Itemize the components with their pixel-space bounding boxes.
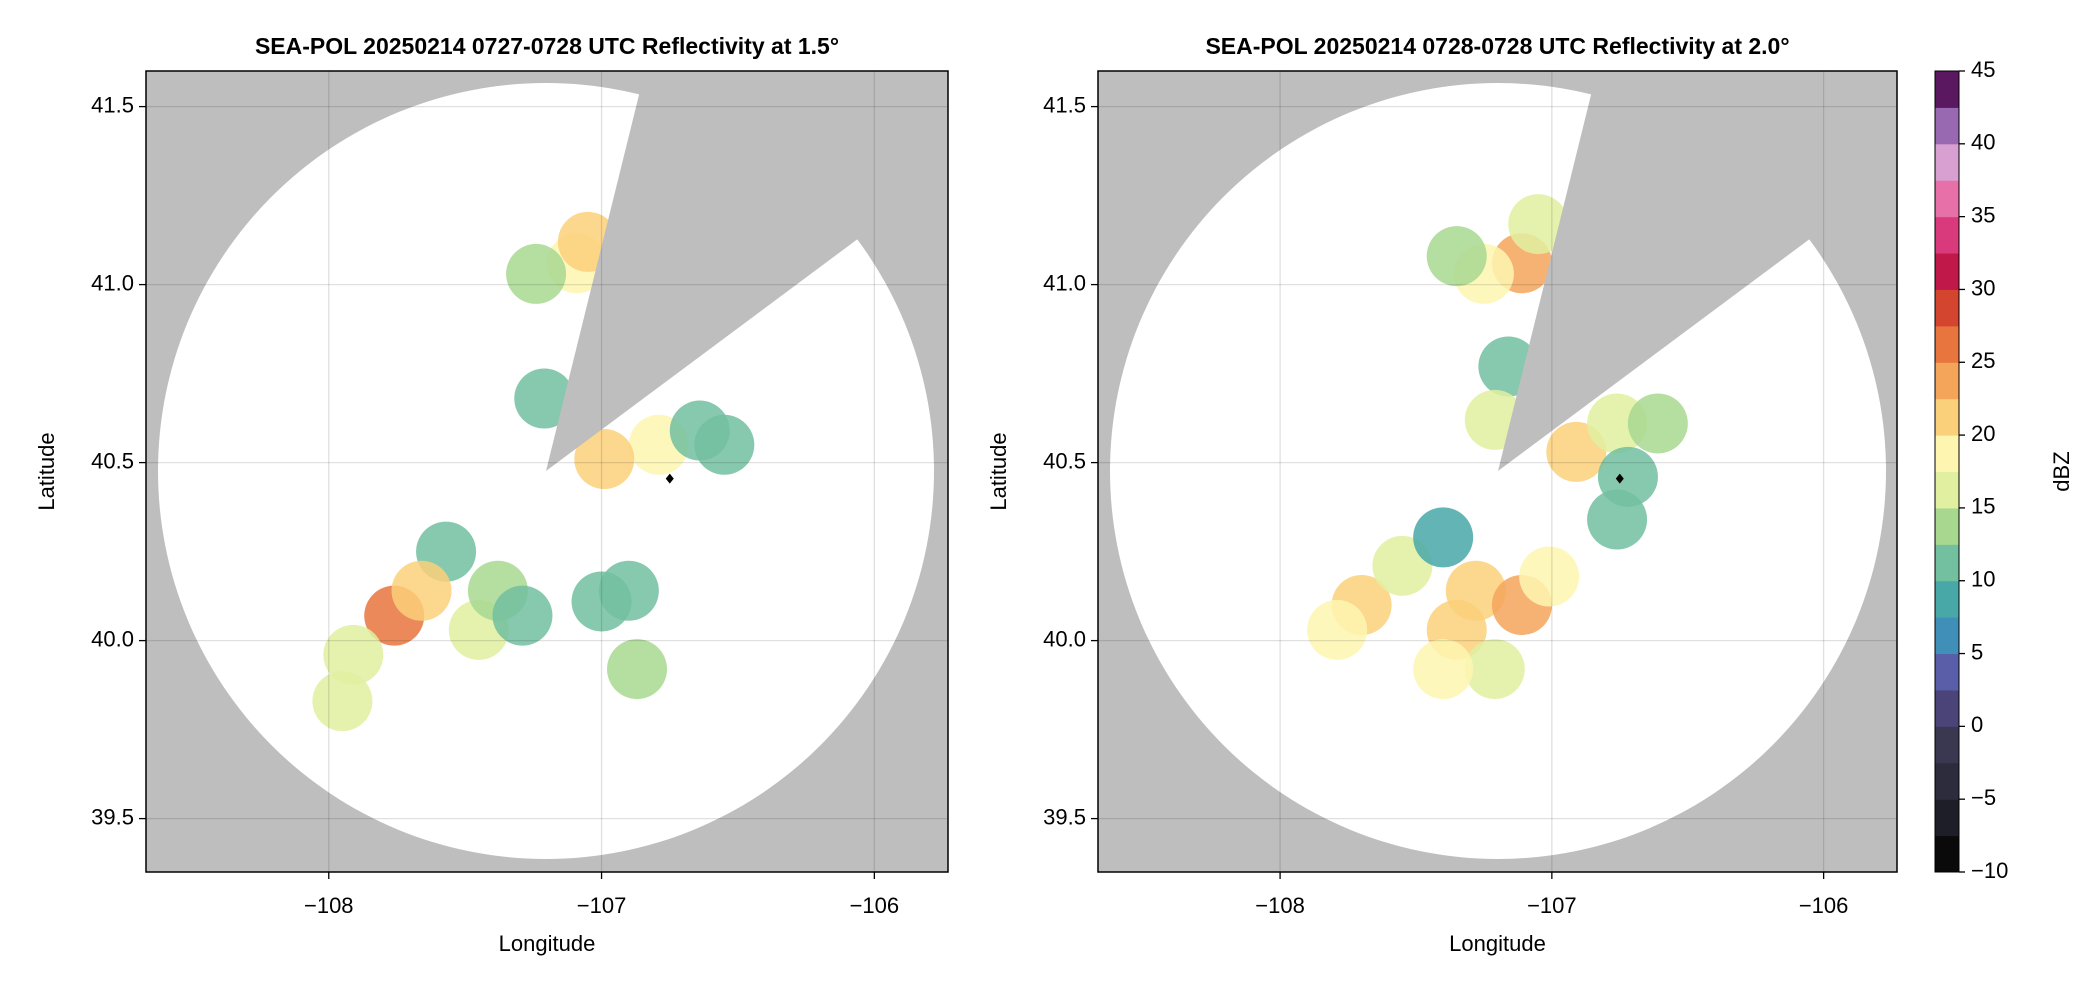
site-marker [1615,473,1624,484]
echo [1587,489,1648,550]
chart-title: SEA-POL 20250214 0727-0728 UTC Reflectiv… [255,33,839,59]
echo [312,671,373,732]
colorbar-tick-label: 5 [1971,639,1983,664]
colorbar-tick-label: −10 [1971,858,2008,883]
echo [1445,560,1506,621]
echo [1519,546,1580,607]
echo [1413,507,1474,568]
colorbar-bin [1935,544,1959,582]
plot-area [146,71,948,872]
echo [391,560,452,621]
axes-frame [145,70,949,873]
x-tick-label: −107 [1527,893,1577,918]
colorbar-bin [1935,253,1959,290]
colorbar-bin [1935,726,1959,764]
plot-area [1098,71,1897,872]
echo [506,243,567,304]
y-tick-label: 41.5 [1043,92,1086,117]
colorbar-bin [1935,107,1959,145]
colorbar-bin [1935,435,1959,472]
colorbar-bin [1935,799,1959,837]
colorbar-tick-label: 40 [1971,130,1995,155]
colorbar-tick-label: 0 [1971,712,1983,737]
y-tick-label: 40.0 [91,626,134,651]
x-tick-label: −106 [1799,893,1849,918]
echo [1426,226,1487,287]
echo [574,429,635,490]
echo [514,368,575,429]
echo [323,624,384,685]
echo [1307,599,1368,660]
colorbar-tick-label: 15 [1971,494,1995,519]
blocked-sector [1498,71,1897,471]
colorbar-bin [1935,471,1959,509]
y-axis-label: Latitude [986,432,1011,510]
colorbar-bin [1935,180,1959,218]
y-tick-label: 41.0 [1043,270,1086,295]
x-axis-label: Longitude [1449,931,1546,956]
colorbar-bin [1935,617,1959,655]
colorbar-bin [1935,216,1959,254]
blocked-sector [546,71,948,471]
colorbar-bin [1935,580,1959,618]
echo [492,585,553,646]
echo [1508,194,1569,255]
colorbar-bin [1935,835,1959,873]
colorbar-bin [1935,507,1959,545]
colorbar-tick-label: 35 [1971,202,1995,227]
colorbar-tick-label: 10 [1971,567,1995,592]
colorbar-tick-label: 45 [1971,57,1995,82]
y-tick-label: 40.5 [91,448,134,473]
site-marker [665,473,674,484]
y-tick-label: 41.5 [91,92,134,117]
colorbar-bin [1935,762,1959,800]
x-tick-label: −108 [1255,893,1305,918]
x-tick-label: −106 [850,893,900,918]
x-tick-label: −108 [304,893,354,918]
colorbar-bin [1935,398,1959,436]
y-tick-label: 40.0 [1043,626,1086,651]
colorbar-bin [1935,325,1959,363]
colorbar-bin [1935,689,1959,727]
colorbar-bin [1935,653,1959,691]
y-axis-label: Latitude [34,432,59,510]
x-tick-label: −107 [577,893,627,918]
y-tick-label: 39.5 [1043,804,1086,829]
colorbar-label: dBZ [2049,451,2074,491]
colorbar-tick-label: 25 [1971,348,1995,373]
chart-title: SEA-POL 20250214 0728-0728 UTC Reflectiv… [1205,33,1789,59]
colorbar-bin [1935,71,1959,108]
colorbar-tick-label: 30 [1971,275,1995,300]
colorbar-frame [1934,70,1960,873]
echo [607,639,668,700]
colorbar-bin [1935,362,1959,400]
axes-frame [1097,70,1898,873]
y-tick-label: 41.0 [91,270,134,295]
y-tick-label: 39.5 [91,804,134,829]
echo [1627,393,1688,454]
colorbar-tick-label: −5 [1971,785,1996,810]
colorbar-tick-label: 20 [1971,421,1995,446]
echo [1413,639,1474,700]
colorbar-bin [1935,143,1959,181]
x-axis-label: Longitude [499,931,596,956]
y-tick-label: 40.5 [1043,448,1086,473]
echo [694,414,755,475]
echo [1464,639,1525,700]
echo [598,560,659,621]
colorbar-bin [1935,289,1959,327]
